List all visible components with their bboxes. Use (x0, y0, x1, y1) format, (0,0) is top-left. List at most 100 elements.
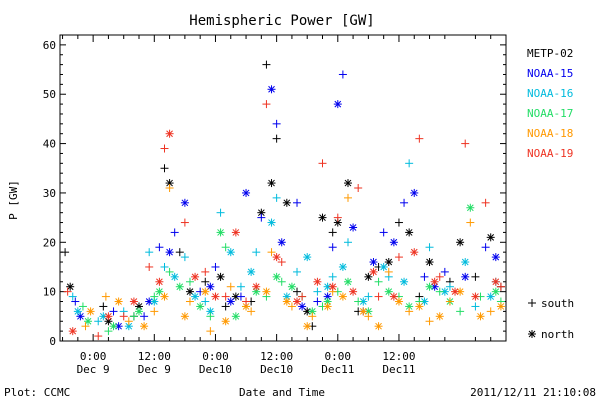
series-noaa-19 (63, 100, 505, 341)
north-point (405, 228, 414, 237)
south-point (150, 292, 159, 301)
south-point (420, 272, 429, 281)
south-point (242, 297, 251, 306)
marker-stroke (319, 214, 326, 221)
south-point (293, 198, 302, 207)
marker-stroke (314, 278, 321, 286)
marker-stroke (176, 283, 184, 291)
north-point (440, 287, 449, 296)
north-point (338, 262, 347, 271)
marker-stroke (105, 317, 112, 325)
marker-stroke (227, 298, 235, 305)
north-point (84, 317, 93, 326)
north-point (252, 287, 261, 296)
south-point (160, 144, 169, 153)
south-point (262, 60, 271, 69)
north-point (180, 198, 189, 207)
north-point (298, 302, 307, 311)
marker-stroke (390, 293, 398, 300)
north-point (364, 272, 373, 281)
south-point (481, 198, 490, 207)
north-point (400, 277, 409, 286)
marker-stroke (349, 224, 357, 231)
marker-stroke (268, 179, 275, 187)
marker-stroke (140, 322, 148, 330)
south-point (435, 272, 444, 281)
south-point (384, 267, 393, 276)
footer-timestamp: 2011/12/11 21:10:08 (470, 386, 596, 399)
marker-stroke (405, 229, 413, 236)
south-point (405, 159, 414, 168)
marker-stroke (359, 308, 367, 315)
x-tick-date: Dec10 (199, 363, 232, 376)
north-point (206, 282, 215, 291)
marker-stroke (87, 308, 94, 315)
marker-stroke (487, 293, 495, 300)
north-point (410, 248, 419, 257)
south-point (94, 317, 103, 326)
south-point (252, 248, 261, 257)
south-point (364, 312, 373, 321)
south-point (313, 297, 322, 306)
marker-stroke (227, 248, 235, 256)
marker-stroke (171, 273, 179, 281)
north-point (272, 272, 281, 281)
north-point (430, 277, 439, 286)
marker-stroke (334, 100, 342, 108)
north-point (369, 267, 378, 276)
north-point (318, 213, 327, 222)
south-point (201, 277, 210, 286)
south-point (354, 297, 363, 306)
data-points (61, 60, 505, 341)
north-point (369, 258, 378, 267)
north-point (313, 277, 322, 286)
south-point (99, 302, 108, 311)
north-point (384, 287, 393, 296)
north-point (323, 297, 332, 306)
south-point (298, 292, 307, 301)
north-point (231, 228, 240, 237)
north-point (486, 292, 495, 301)
marker-stroke (201, 288, 209, 295)
marker-stroke (324, 283, 331, 291)
plot-frame (59, 34, 507, 342)
south-point (394, 218, 403, 227)
marker-stroke (370, 268, 377, 276)
y-axis-label: P [GW] (7, 180, 20, 220)
y-tick-label: 40 (43, 138, 56, 151)
north-point (328, 282, 337, 291)
south-point (333, 213, 342, 222)
marker-stroke (156, 288, 163, 295)
marker-stroke (410, 189, 418, 197)
south-point (119, 312, 128, 321)
north-point (389, 292, 398, 301)
north-point (104, 312, 113, 321)
marker-stroke (130, 298, 138, 305)
north-point (476, 312, 485, 321)
north-point (491, 253, 500, 262)
marker-stroke (288, 283, 296, 291)
legend-entry: NOAA-19 (527, 147, 573, 160)
marker-stroke (497, 303, 505, 310)
marker-stroke (268, 219, 275, 226)
marker-stroke (339, 263, 347, 271)
north-point (425, 282, 434, 291)
marker-stroke (426, 283, 433, 291)
south-point (180, 218, 189, 227)
marker-stroke (400, 278, 408, 286)
south-point (78, 302, 87, 311)
y-tick-label: 20 (43, 236, 56, 249)
north-point (389, 238, 398, 247)
north-point (114, 322, 123, 331)
x-tick-time: 0:00 (325, 350, 352, 363)
north-point (216, 228, 225, 237)
north-point (323, 302, 332, 311)
north-point (491, 287, 500, 296)
south-point (206, 327, 215, 336)
x-tick-date: Dec 9 (138, 363, 171, 376)
north-point (252, 282, 261, 291)
south-point (338, 70, 347, 79)
marker-stroke (395, 298, 403, 305)
